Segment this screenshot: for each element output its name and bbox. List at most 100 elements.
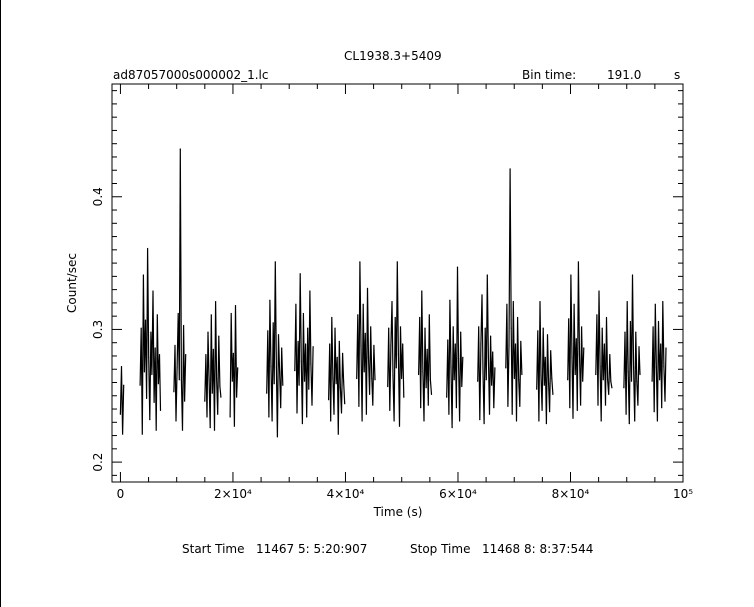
data-point (396, 261, 398, 263)
x-tick-label: 8×10⁴ (552, 487, 590, 501)
lightcurve-segment-7 (328, 317, 346, 435)
data-point (301, 423, 303, 425)
lightcurve-segment-8 (356, 261, 376, 422)
data-point (123, 384, 125, 386)
y-tick-label: 0.3 (91, 320, 105, 339)
data-point (363, 371, 365, 373)
data-point (388, 327, 390, 329)
data-point (156, 314, 158, 316)
data-point (300, 360, 302, 362)
data-point (575, 338, 577, 340)
data-point (636, 380, 638, 382)
data-point (157, 383, 159, 385)
data-point (266, 392, 268, 394)
data-point (508, 344, 510, 346)
data-point (362, 303, 364, 305)
data-point (147, 247, 149, 250)
data-point (655, 367, 658, 369)
data-point (122, 433, 124, 435)
data-point (661, 407, 663, 409)
data-point (397, 354, 399, 356)
data-point (395, 367, 397, 369)
data-point (139, 384, 141, 386)
data-point (330, 420, 332, 422)
data-point (356, 377, 358, 380)
data-point (229, 416, 231, 418)
lightcurve-segment-0 (119, 366, 125, 435)
data-point (664, 400, 666, 402)
lightcurve-segment-11 (446, 267, 464, 428)
data-point (626, 301, 628, 303)
data-point (518, 379, 520, 381)
axis-ticks (112, 84, 684, 482)
stop-time-value: 11468 8: 8:37:544 (482, 542, 594, 556)
data-point (210, 314, 212, 316)
lightcurve-segment-18 (651, 301, 667, 422)
data-point (294, 370, 296, 372)
data-point (365, 413, 367, 415)
lightcurve-segment-16 (595, 290, 613, 422)
data-point (611, 387, 613, 389)
data-point (631, 274, 634, 276)
data-point (659, 379, 661, 381)
lightcurve-segment-10 (418, 290, 433, 422)
y-tick-label: 0.4 (91, 187, 105, 206)
data-point (389, 409, 391, 411)
data-point (599, 366, 601, 368)
data-point (610, 380, 612, 382)
data-point (299, 273, 301, 275)
data-point (598, 290, 600, 292)
data-point (272, 322, 274, 324)
data-point (371, 377, 373, 380)
data-point (521, 373, 523, 376)
data-point (629, 320, 632, 323)
data-point (307, 327, 309, 329)
data-point (207, 331, 209, 333)
data-point (662, 301, 664, 303)
data-point (271, 420, 273, 422)
lightcurve-segment-17 (623, 274, 641, 424)
data-point (372, 404, 374, 406)
data-point (359, 261, 361, 263)
data-point (310, 363, 312, 365)
data-point (328, 399, 330, 401)
data-point (583, 347, 585, 349)
data-point (536, 388, 538, 390)
data-point (537, 330, 539, 332)
data-point (426, 348, 428, 350)
data-point (602, 379, 604, 381)
data-point (280, 407, 282, 409)
data-point (519, 405, 521, 407)
data-point (173, 391, 175, 393)
data-point (120, 366, 123, 368)
start-time-label: Start Time (182, 542, 245, 556)
data-point (297, 340, 299, 342)
data-point (312, 346, 314, 348)
data-point (387, 385, 389, 388)
data-point (549, 411, 551, 413)
lightcurve-segment-5 (266, 261, 284, 437)
data-point (303, 380, 306, 382)
data-point (490, 335, 492, 337)
data-point (143, 371, 145, 373)
lightcurve-segment-12 (477, 274, 496, 424)
data-point (206, 416, 208, 418)
data-point (623, 387, 625, 389)
data-point (653, 411, 655, 413)
data-point (578, 354, 581, 356)
data-point (520, 340, 522, 342)
data-point (366, 287, 369, 289)
data-point (494, 367, 496, 369)
data-point (507, 405, 509, 407)
data-point (450, 367, 452, 369)
data-point (234, 305, 237, 307)
data-point (175, 420, 177, 422)
data-point (453, 379, 455, 381)
data-point (485, 379, 487, 381)
data-point (634, 420, 636, 422)
data-point (486, 274, 488, 276)
data-point (281, 347, 283, 349)
chart-title: CL1938.3+5409 (344, 49, 442, 63)
data-point (452, 326, 454, 328)
